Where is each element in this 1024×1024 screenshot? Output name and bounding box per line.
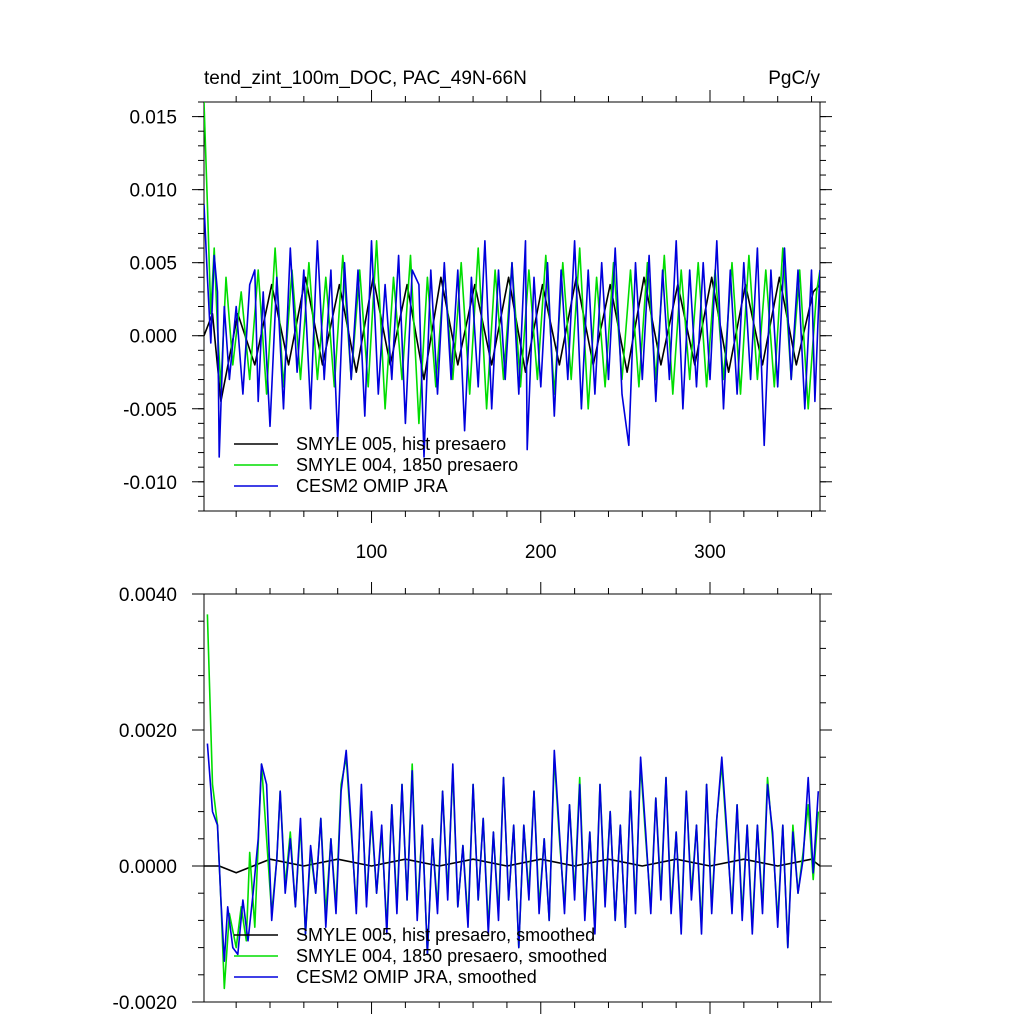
y-tick-label: -0.010 xyxy=(123,473,177,494)
x-tick-label: 200 xyxy=(525,542,557,563)
y-tick-label: 0.010 xyxy=(129,181,177,202)
series-line-2 xyxy=(204,204,820,458)
chart-title: tend_zint_100m_DOC, PAC_49N-66N xyxy=(204,68,527,89)
legend-entry: SMYLE 005, hist presaero, smoothed xyxy=(296,925,595,945)
series-group xyxy=(204,102,820,458)
series-group xyxy=(204,614,820,990)
legend-entry: SMYLE 004, 1850 presaero xyxy=(296,455,518,475)
y-tick-label: 0.0040 xyxy=(119,585,177,606)
series-line-0 xyxy=(204,276,820,403)
top-panel: tend_zint_100m_DOC, PAC_49N-66N PgC/y -0… xyxy=(123,68,832,563)
bottom-panel: -0.0020 0.0000 0.0020 0.0040 SMYLE 005, hist… xyxy=(113,582,832,1014)
y-tick-label: -0.0020 xyxy=(113,993,177,1014)
y-tick-label: 0.0020 xyxy=(119,721,177,742)
legend-entry: CESM2 OMIP JRA, smoothed xyxy=(296,967,537,987)
plot-frame xyxy=(203,593,821,1003)
legend-entry: SMYLE 005, hist presaero xyxy=(296,434,506,454)
y-tick-label: -0.005 xyxy=(123,400,177,421)
y-tick-label: 0.0000 xyxy=(119,857,177,878)
legend-entry: CESM2 OMIP JRA xyxy=(296,476,448,496)
y-tick-label: 0.000 xyxy=(129,327,177,348)
y-tick-label: 0.005 xyxy=(129,254,177,275)
series-line-2 xyxy=(206,743,820,962)
x-tick-label: 100 xyxy=(356,542,388,563)
units-label: PgC/y xyxy=(768,68,820,89)
series-line-1 xyxy=(204,102,820,425)
x-tick-label: 300 xyxy=(694,542,726,563)
legend-entry: SMYLE 004, 1850 presaero, smoothed xyxy=(296,946,607,966)
y-tick-label: 0.015 xyxy=(129,108,177,129)
